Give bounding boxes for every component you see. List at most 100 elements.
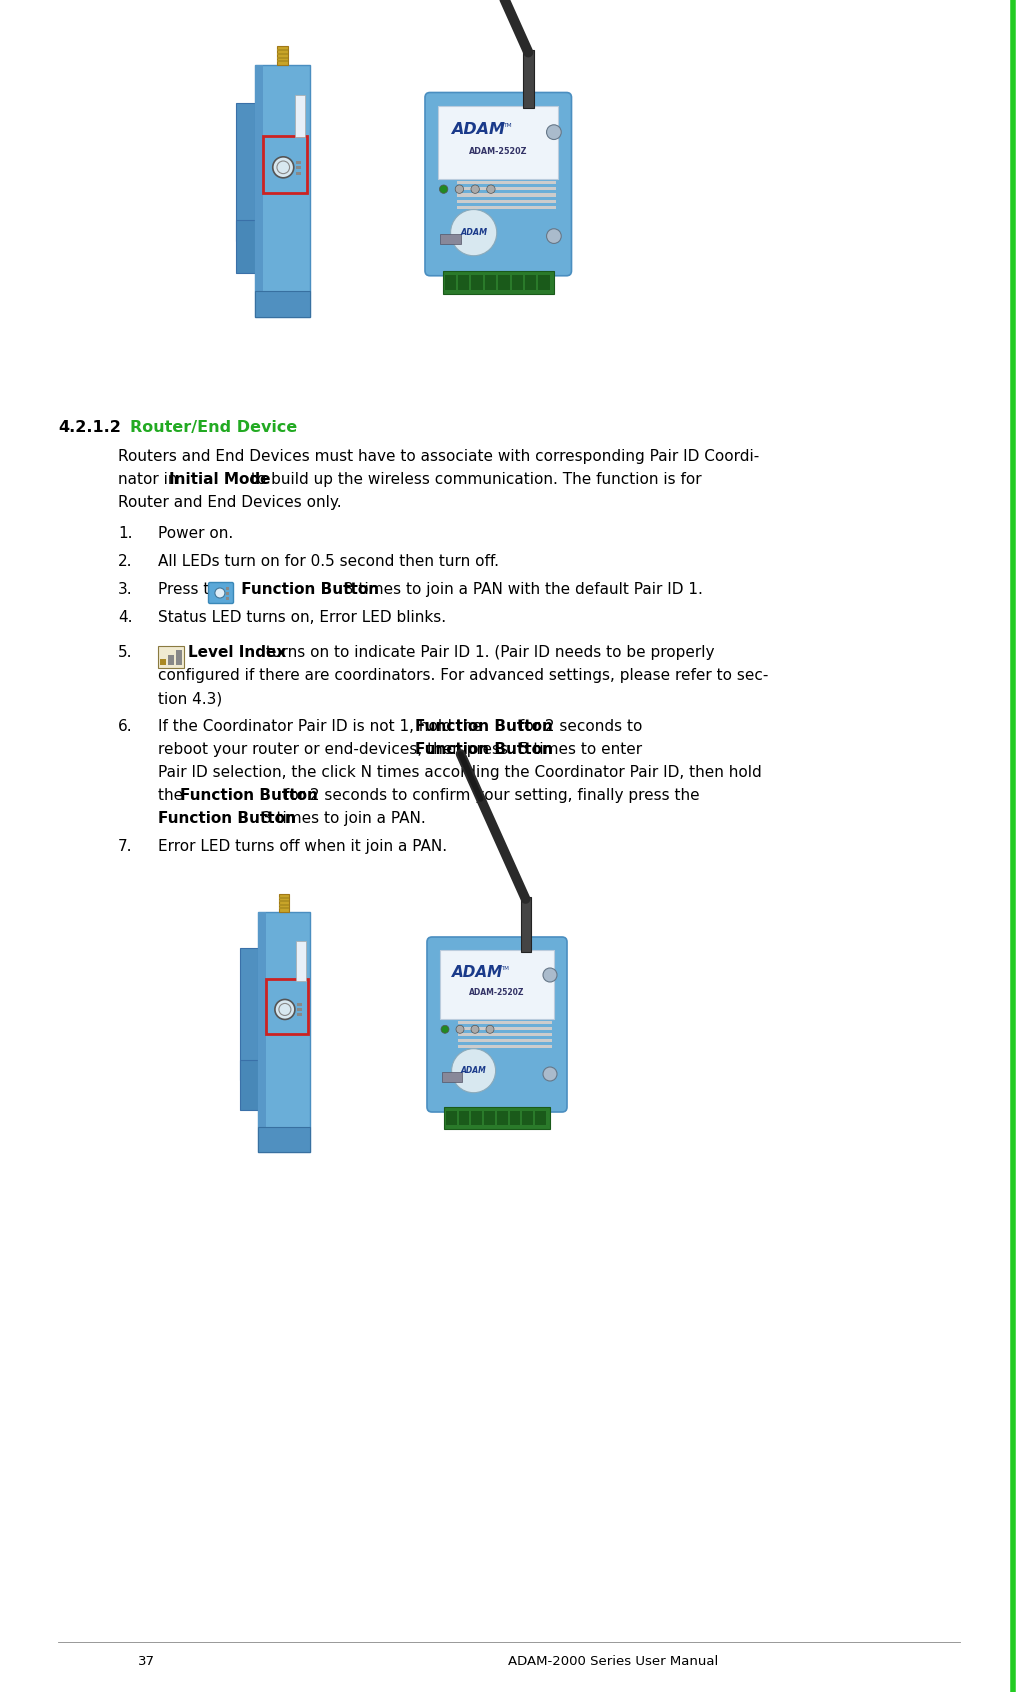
Bar (445, 1112, 457, 1125)
Bar (438, 107, 557, 179)
Bar (297, 1008, 302, 1012)
Bar (297, 1003, 302, 1007)
Bar (168, 655, 174, 665)
Text: reboot your router or end-devices, then press: reboot your router or end-devices, then … (158, 743, 513, 756)
Text: ADAM: ADAM (451, 964, 502, 980)
Circle shape (546, 228, 560, 244)
Circle shape (451, 1049, 495, 1093)
Bar (255, 64, 310, 316)
Circle shape (542, 968, 556, 981)
Bar (458, 1034, 551, 1036)
Text: Function Button: Function Button (235, 582, 379, 597)
Bar (512, 276, 523, 289)
Text: 5 times to enter: 5 times to enter (514, 743, 641, 756)
Text: Error LED turns off when it join a PAN.: Error LED turns off when it join a PAN. (158, 839, 446, 854)
Bar (279, 897, 288, 898)
Bar (277, 49, 287, 51)
Bar (277, 56, 287, 59)
Bar (538, 276, 549, 289)
Bar (239, 948, 262, 1079)
FancyBboxPatch shape (208, 582, 233, 604)
Bar (520, 897, 530, 953)
Text: Router/End Device: Router/End Device (129, 420, 297, 435)
Text: If the Coordinator Pair ID is not 1, hold the: If the Coordinator Pair ID is not 1, hol… (158, 719, 486, 734)
Bar (457, 200, 555, 203)
Text: Status LED turns on, Error LED blinks.: Status LED turns on, Error LED blinks. (158, 611, 445, 624)
Bar (296, 161, 301, 164)
Text: 5.: 5. (118, 645, 132, 660)
FancyBboxPatch shape (425, 93, 571, 276)
Bar (239, 1059, 262, 1110)
Text: Function Button: Function Button (158, 810, 296, 826)
Bar (235, 220, 259, 272)
Text: nator in: nator in (118, 472, 182, 487)
Circle shape (272, 157, 293, 178)
FancyBboxPatch shape (427, 937, 567, 1112)
Bar (258, 912, 310, 1152)
Bar (457, 188, 555, 190)
Bar (277, 46, 287, 64)
Text: 37: 37 (138, 1655, 155, 1668)
Text: 2.: 2. (118, 553, 132, 569)
Bar (442, 271, 553, 294)
Bar (279, 907, 288, 910)
Bar (255, 64, 263, 316)
Bar (277, 52, 287, 56)
Text: 4.2.1.2: 4.2.1.2 (58, 420, 121, 435)
Bar (522, 1112, 533, 1125)
Bar (277, 61, 287, 63)
Text: 6.: 6. (118, 719, 132, 734)
Bar (458, 276, 469, 289)
Circle shape (542, 1068, 556, 1081)
Bar (225, 587, 228, 591)
Text: ADAM: ADAM (450, 122, 504, 137)
Text: All LEDs turn on for 0.5 second then turn off.: All LEDs turn on for 0.5 second then tur… (158, 553, 498, 569)
Text: Function Button: Function Button (415, 743, 552, 756)
Circle shape (215, 589, 224, 597)
Bar (296, 171, 301, 174)
Text: Function Button: Function Button (180, 788, 318, 804)
Text: turns on to indicate Pair ID 1. (Pair ID needs to be properly: turns on to indicate Pair ID 1. (Pair ID… (260, 645, 713, 660)
Bar (496, 1112, 507, 1125)
Text: Pair ID selection, the click N times according the Coordinator Pair ID, then hol: Pair ID selection, the click N times acc… (158, 765, 761, 780)
Text: Power on.: Power on. (158, 526, 233, 541)
Circle shape (471, 184, 479, 193)
Text: tion 4.3): tion 4.3) (158, 690, 222, 706)
Bar (266, 980, 308, 1034)
Bar (294, 95, 305, 137)
Bar (444, 276, 455, 289)
Text: for 2 seconds to: for 2 seconds to (514, 719, 641, 734)
Bar (279, 900, 288, 902)
Bar (279, 893, 288, 912)
Bar (176, 650, 181, 665)
Text: TM: TM (502, 124, 512, 129)
Text: to build up the wireless communication. The function is for: to build up the wireless communication. … (246, 472, 701, 487)
Bar (255, 291, 310, 316)
Text: Level Index: Level Index (187, 645, 286, 660)
Text: Function Button: Function Button (415, 719, 552, 734)
Text: 3 times to join a PAN with the default Pair ID 1.: 3 times to join a PAN with the default P… (338, 582, 702, 597)
Text: Router and End Devices only.: Router and End Devices only. (118, 496, 341, 509)
Text: Press the: Press the (158, 582, 233, 597)
Circle shape (450, 210, 496, 255)
Bar (497, 276, 510, 289)
Bar (258, 1127, 310, 1152)
Bar (471, 1112, 482, 1125)
Bar (158, 646, 183, 668)
Bar (457, 193, 555, 196)
Circle shape (454, 184, 464, 193)
Text: for 2 seconds to confirm your setting, finally press the: for 2 seconds to confirm your setting, f… (279, 788, 699, 804)
Text: ADAM-2520Z: ADAM-2520Z (469, 988, 524, 998)
Text: configured if there are coordinators. For advanced settings, please refer to sec: configured if there are coordinators. Fo… (158, 668, 767, 684)
Bar (296, 941, 306, 981)
Text: Initial Mode: Initial Mode (168, 472, 270, 487)
Text: 3 times to join a PAN.: 3 times to join a PAN. (257, 810, 425, 826)
Bar (525, 276, 536, 289)
Circle shape (485, 1025, 493, 1034)
Circle shape (439, 184, 447, 193)
Text: ADAM: ADAM (460, 228, 487, 237)
Bar (458, 1039, 551, 1042)
Text: Routers and End Devices must have to associate with corresponding Pair ID Coordi: Routers and End Devices must have to ass… (118, 448, 758, 464)
Bar (296, 166, 301, 169)
Text: 3.: 3. (118, 582, 132, 597)
